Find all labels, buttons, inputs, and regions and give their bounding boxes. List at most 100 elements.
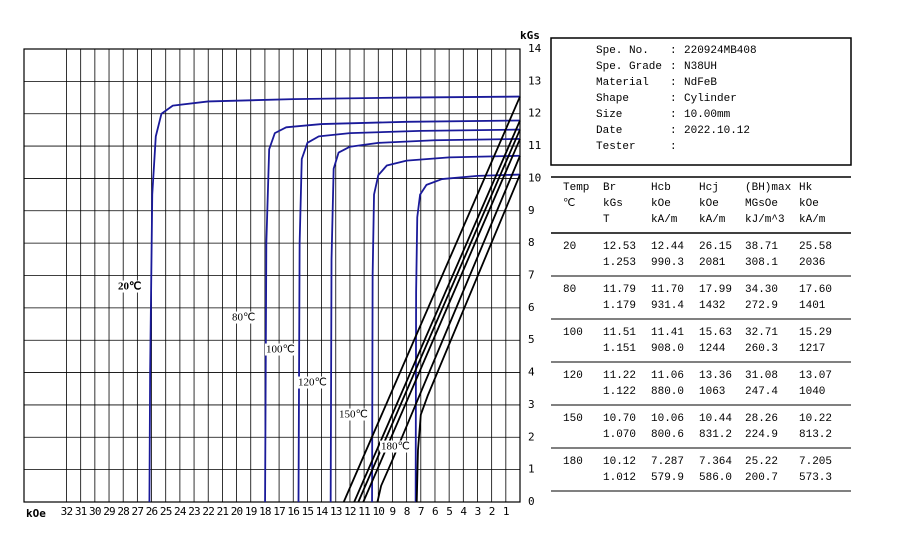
value-cell: 573.3 bbox=[799, 472, 832, 484]
header-cell: kOe bbox=[651, 198, 671, 210]
y-tick-label: 8 bbox=[528, 236, 535, 249]
annotation-bg bbox=[380, 440, 411, 453]
value-cell: 13.36 bbox=[699, 370, 732, 382]
curve bbox=[329, 138, 521, 503]
value-cell: 831.2 bbox=[699, 429, 732, 441]
value-cell: 28.26 bbox=[745, 413, 778, 425]
x-tick-label: 25 bbox=[160, 505, 172, 518]
header-cell: kA/m bbox=[651, 214, 678, 226]
value-cell: 10.06 bbox=[651, 413, 684, 425]
info-label: Shape bbox=[596, 93, 629, 105]
info-label: Spe. Grade bbox=[596, 61, 662, 73]
header-cell: kGs bbox=[603, 198, 623, 210]
y-tick-label: 2 bbox=[528, 430, 535, 443]
x-tick-label: 28 bbox=[117, 505, 129, 518]
header-cell: Temp bbox=[563, 182, 589, 194]
value-cell: 2081 bbox=[699, 257, 726, 269]
x-tick-label: 30 bbox=[89, 505, 101, 518]
x-tick-label: 22 bbox=[202, 505, 214, 518]
header-cell: Br bbox=[603, 182, 616, 194]
info-box bbox=[550, 37, 852, 166]
info-label: Tester bbox=[596, 141, 636, 153]
annotation-bg bbox=[338, 408, 369, 421]
value-cell: 579.9 bbox=[651, 472, 684, 484]
header-cell: MGsOe bbox=[745, 198, 778, 210]
temp-cell: 120 bbox=[563, 370, 583, 382]
x-tick-label: 21 bbox=[217, 505, 229, 518]
x-tick-label: 3 bbox=[475, 505, 481, 518]
y-tick-label: 12 bbox=[528, 107, 541, 120]
annotation-bg bbox=[265, 343, 296, 356]
value-cell: 1040 bbox=[799, 386, 825, 398]
curve bbox=[376, 155, 521, 503]
x-tick-label: 32 bbox=[61, 505, 73, 518]
x-tick-label: 31 bbox=[75, 505, 87, 518]
header-cell: Hcb bbox=[651, 182, 671, 194]
curve bbox=[414, 173, 521, 503]
info-value: 220924MB408 bbox=[684, 45, 757, 57]
value-cell: 11.22 bbox=[603, 370, 636, 382]
value-cell: 11.06 bbox=[651, 370, 684, 382]
header-cell: (BH)max bbox=[745, 182, 792, 194]
value-cell: 13.07 bbox=[799, 370, 832, 382]
annotation-bg bbox=[231, 311, 257, 324]
value-cell: 1.070 bbox=[603, 429, 636, 441]
temp-cell: 80 bbox=[563, 284, 576, 296]
value-cell: 34.30 bbox=[745, 284, 778, 296]
value-cell: 10.44 bbox=[699, 413, 732, 425]
annotation: 80℃ bbox=[232, 312, 255, 324]
value-cell: 200.7 bbox=[745, 472, 778, 484]
value-cell: 1.253 bbox=[603, 257, 636, 269]
info-label: Material bbox=[596, 77, 649, 89]
value-cell: 260.3 bbox=[745, 343, 778, 355]
value-cell: 1.122 bbox=[603, 386, 636, 398]
info-label: Size bbox=[596, 109, 622, 121]
x-tick-label: 17 bbox=[273, 505, 285, 518]
info-value: N38UH bbox=[684, 61, 717, 73]
annotation: 120℃ bbox=[298, 377, 327, 389]
value-cell: 2036 bbox=[799, 257, 825, 269]
y-tick-label: 1 bbox=[528, 463, 535, 476]
x-tick-label: 15 bbox=[302, 505, 314, 518]
header-cell: ℃ bbox=[563, 198, 575, 210]
value-cell: 31.08 bbox=[745, 370, 778, 382]
value-cell: 1401 bbox=[799, 300, 826, 312]
info-colon: : bbox=[670, 141, 677, 153]
info-colon: : bbox=[670, 109, 677, 121]
info-colon: : bbox=[670, 125, 677, 137]
x-tick-label: 14 bbox=[316, 505, 329, 518]
header-cell: Hk bbox=[799, 182, 813, 194]
value-cell: 38.71 bbox=[745, 241, 778, 253]
x-tick-label: 2 bbox=[489, 505, 495, 518]
y-tick-label: 9 bbox=[528, 204, 535, 217]
x-tick-label: 26 bbox=[146, 505, 158, 518]
value-cell: 11.51 bbox=[603, 327, 636, 339]
curve bbox=[148, 95, 521, 503]
x-tick-label: 24 bbox=[174, 505, 187, 518]
x-tick-label: 20 bbox=[231, 505, 243, 518]
curve bbox=[357, 129, 521, 503]
temp-cell: 20 bbox=[563, 241, 576, 253]
temp-cell: 150 bbox=[563, 413, 583, 425]
x-tick-label: 29 bbox=[103, 505, 115, 518]
value-cell: 7.205 bbox=[799, 456, 832, 468]
x-tick-label: 8 bbox=[404, 505, 410, 518]
value-cell: 10.22 bbox=[799, 413, 832, 425]
value-cell: 25.58 bbox=[799, 241, 832, 253]
value-cell: 12.53 bbox=[603, 241, 636, 253]
annotation: 100℃ bbox=[266, 344, 295, 356]
y-tick-label: 4 bbox=[528, 366, 535, 379]
info-colon: : bbox=[670, 93, 677, 105]
value-cell: 10.70 bbox=[603, 413, 636, 425]
value-cell: 15.63 bbox=[699, 327, 732, 339]
x-tick-label: 13 bbox=[330, 505, 342, 518]
value-cell: 25.22 bbox=[745, 456, 778, 468]
x-tick-label: 10 bbox=[372, 505, 384, 518]
info-value: 10.00mm bbox=[684, 109, 731, 121]
value-cell: 1063 bbox=[699, 386, 725, 398]
value-cell: 11.41 bbox=[651, 327, 684, 339]
header-cell: T bbox=[603, 214, 610, 226]
value-cell: 1.179 bbox=[603, 300, 636, 312]
y-tick-label: 3 bbox=[528, 398, 535, 411]
